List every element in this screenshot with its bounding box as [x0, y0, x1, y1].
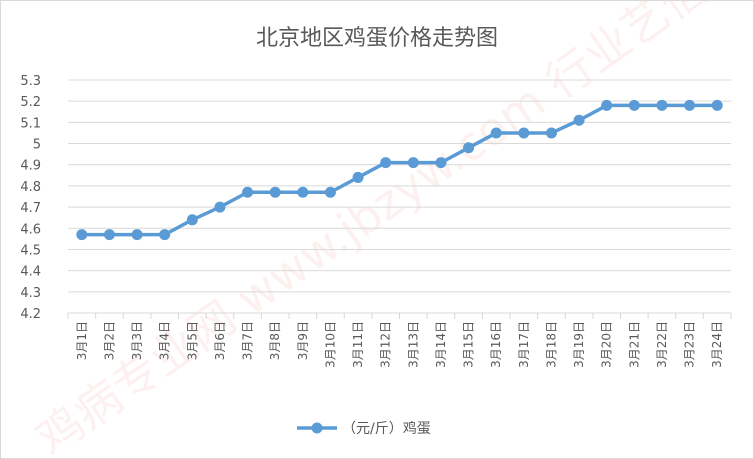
data-point — [214, 201, 226, 213]
x-tick-label: 3月11日 — [351, 321, 365, 368]
y-tick-label: 4.8 — [20, 180, 41, 195]
x-tick-label: 3月7日 — [241, 321, 255, 360]
data-point — [656, 99, 668, 111]
data-point — [435, 157, 447, 169]
y-tick-label: 4.7 — [20, 201, 41, 216]
data-point — [601, 99, 613, 111]
data-point — [380, 157, 392, 169]
x-tick-label: 3月19日 — [572, 321, 586, 368]
y-tick-label: 4.5 — [20, 243, 41, 258]
data-point — [159, 229, 171, 241]
chart-title: 北京地区鸡蛋价格走势图 — [256, 26, 498, 51]
data-point — [711, 99, 723, 111]
data-point — [324, 186, 336, 198]
data-point — [352, 171, 364, 183]
x-tick-label: 3月22日 — [655, 321, 669, 368]
data-point — [490, 127, 502, 139]
data-point — [131, 229, 143, 241]
x-tick-label: 3月2日 — [102, 321, 116, 360]
y-tick-label: 4.6 — [20, 222, 41, 237]
legend-label: （元/斤）鸡蛋 — [342, 420, 431, 437]
y-tick-label: 5.2 — [20, 95, 41, 110]
data-point — [628, 99, 640, 111]
watermark: 鸡病专业网 www.jbzyw.com 行业艺信 — [26, 1, 717, 458]
data-point — [242, 186, 254, 198]
x-tick-label: 3月5日 — [185, 321, 199, 360]
y-tick-label: 4.2 — [20, 307, 41, 322]
x-tick-label: 3月6日 — [213, 321, 227, 360]
x-tick-label: 3月17日 — [517, 321, 531, 368]
x-tick-label: 3月8日 — [268, 321, 282, 360]
data-point — [103, 229, 115, 241]
y-axis-tick-labels: 4.2 4.3 4.4 4.5 4.6 4.7 4.8 4.9 5 5.1 5.2 5.3 — [20, 74, 41, 322]
y-tick-label: 4.9 — [20, 159, 41, 174]
data-point — [573, 114, 585, 126]
x-tick-label: 3月20日 — [600, 321, 614, 368]
legend-marker — [311, 422, 323, 434]
x-tick-label: 3月12日 — [379, 321, 393, 368]
y-tick-label: 5.3 — [20, 74, 41, 89]
x-tick-label: 3月21日 — [627, 321, 641, 368]
y-tick-label: 4.4 — [20, 265, 41, 280]
series-layer — [76, 99, 723, 241]
data-point — [76, 229, 88, 241]
x-tick-label: 3月10日 — [323, 321, 337, 368]
x-tick-label: 3月24日 — [710, 321, 724, 368]
gridlines — [67, 79, 732, 319]
y-tick-label: 5 — [33, 138, 41, 153]
y-tick-label: 4.3 — [20, 286, 41, 301]
watermark-text: 鸡病专业网 www.jbzyw.com 行业艺信 — [26, 1, 717, 458]
legend: （元/斤）鸡蛋 — [297, 420, 431, 437]
x-tick-label: 3月23日 — [683, 321, 697, 368]
x-tick-label: 3月1日 — [75, 321, 89, 360]
x-axis-tick-labels: 3月1日 3月2日 3月3日 3月4日 3月5日 3月6日 3月7日 3月8日 3月9日 3月10… — [75, 321, 724, 368]
x-tick-label: 3月13日 — [406, 321, 420, 368]
x-tick-label: 3月15日 — [462, 321, 476, 368]
x-tick-label: 3月16日 — [489, 321, 503, 368]
data-point — [684, 99, 696, 111]
data-point — [269, 186, 281, 198]
data-point — [186, 214, 198, 226]
x-tick-label: 3月9日 — [296, 321, 310, 360]
data-point — [545, 127, 557, 139]
data-point — [297, 186, 309, 198]
x-tick-label: 3月14日 — [434, 321, 448, 368]
data-point — [463, 142, 475, 154]
x-tick-label: 3月3日 — [130, 321, 144, 360]
y-tick-label: 5.1 — [20, 116, 41, 131]
x-tick-label: 3月4日 — [158, 321, 172, 360]
data-point — [518, 127, 530, 139]
data-point — [407, 157, 419, 169]
x-tick-label: 3月18日 — [544, 321, 558, 368]
